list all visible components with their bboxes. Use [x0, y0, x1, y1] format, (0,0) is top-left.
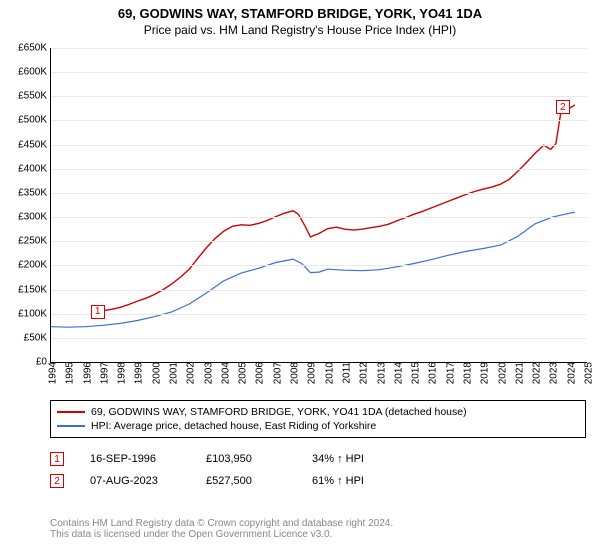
series-price_paid: [98, 105, 575, 312]
x-axis-label: 1996: [78, 362, 93, 384]
gridline: [51, 338, 587, 339]
x-axis-label: 1995: [61, 362, 76, 384]
y-axis-label: £50K: [24, 332, 51, 343]
chart-marker-1: 1: [91, 305, 105, 319]
gridline: [51, 193, 587, 194]
x-axis-label: 2013: [372, 362, 387, 384]
y-axis-label: £350K: [18, 187, 51, 198]
x-axis-label: 2003: [199, 362, 214, 384]
x-axis-label: 1997: [95, 362, 110, 384]
y-axis-label: £300K: [18, 212, 51, 223]
x-axis-label: 2018: [458, 362, 473, 384]
event-row: 2 07-AUG-2023 £527,500 61% ↑ HPI: [50, 474, 364, 488]
event-date: 07-AUG-2023: [90, 475, 180, 487]
gridline: [51, 96, 587, 97]
gridline: [51, 265, 587, 266]
x-axis-label: 2025: [580, 362, 595, 384]
y-axis-label: £600K: [18, 67, 51, 78]
x-axis-label: 2016: [424, 362, 439, 384]
legend-label: 69, GODWINS WAY, STAMFORD BRIDGE, YORK, …: [91, 406, 467, 418]
event-date: 16-SEP-1996: [90, 453, 180, 465]
x-axis-label: 2001: [165, 362, 180, 384]
chart-plot-area: £0£50K£100K£150K£200K£250K£300K£350K£400…: [50, 48, 587, 363]
chart-subtitle: Price paid vs. HM Land Registry's House …: [0, 23, 600, 37]
gridline: [51, 169, 587, 170]
footer-line-2: This data is licensed under the Open Gov…: [50, 529, 393, 540]
x-axis-label: 2012: [355, 362, 370, 384]
y-axis-label: £100K: [18, 308, 51, 319]
x-axis-label: 2023: [545, 362, 560, 384]
x-axis-label: 1994: [44, 362, 59, 384]
legend-item: HPI: Average price, detached house, East…: [57, 419, 579, 433]
event-row: 1 16-SEP-1996 £103,950 34% ↑ HPI: [50, 452, 364, 466]
x-axis-label: 2011: [337, 362, 352, 384]
x-axis-label: 2007: [268, 362, 283, 384]
y-axis-label: £500K: [18, 115, 51, 126]
x-axis-label: 1999: [130, 362, 145, 384]
event-marker: 2: [50, 474, 64, 488]
x-axis-label: 2021: [510, 362, 525, 384]
y-axis-label: £400K: [18, 163, 51, 174]
event-list: 1 16-SEP-1996 £103,950 34% ↑ HPI 2 07-AUG-202…: [50, 452, 364, 496]
y-axis-label: £150K: [18, 284, 51, 295]
x-axis-label: 2002: [182, 362, 197, 384]
gridline: [51, 48, 587, 49]
x-axis-label: 2005: [234, 362, 249, 384]
y-axis-label: £650K: [18, 43, 51, 54]
event-price: £527,500: [206, 475, 286, 487]
y-axis-label: £200K: [18, 260, 51, 271]
x-axis-label: 2020: [493, 362, 508, 384]
x-axis-label: 2004: [216, 362, 231, 384]
x-axis-label: 2008: [286, 362, 301, 384]
gridline: [51, 290, 587, 291]
legend-label: HPI: Average price, detached house, East…: [91, 420, 376, 432]
gridline: [51, 72, 587, 73]
x-axis-label: 2014: [389, 362, 404, 384]
x-axis-label: 1998: [113, 362, 128, 384]
gridline: [51, 241, 587, 242]
legend-swatch: [57, 411, 85, 413]
gridline: [51, 314, 587, 315]
chart-marker-2: 2: [556, 100, 570, 114]
x-axis-label: 2015: [407, 362, 422, 384]
footer: Contains HM Land Registry data © Crown c…: [50, 518, 393, 540]
x-axis-label: 2022: [528, 362, 543, 384]
x-axis-label: 2024: [562, 362, 577, 384]
gridline: [51, 217, 587, 218]
gridline: [51, 120, 587, 121]
legend-item: 69, GODWINS WAY, STAMFORD BRIDGE, YORK, …: [57, 405, 579, 419]
chart-title: 69, GODWINS WAY, STAMFORD BRIDGE, YORK, …: [0, 6, 600, 21]
chart-lines: [51, 48, 587, 362]
event-pct: 34% ↑ HPI: [312, 453, 364, 465]
y-axis-label: £250K: [18, 236, 51, 247]
event-price: £103,950: [206, 453, 286, 465]
x-axis-label: 2009: [303, 362, 318, 384]
gridline: [51, 145, 587, 146]
x-axis-label: 2017: [441, 362, 456, 384]
legend-swatch: [57, 425, 85, 427]
footer-line-1: Contains HM Land Registry data © Crown c…: [50, 518, 393, 529]
event-marker: 1: [50, 452, 64, 466]
x-axis-label: 2019: [476, 362, 491, 384]
event-pct: 61% ↑ HPI: [312, 475, 364, 487]
x-axis-label: 2006: [251, 362, 266, 384]
series-hpi: [51, 212, 575, 327]
x-axis-label: 2010: [320, 362, 335, 384]
y-axis-label: £450K: [18, 139, 51, 150]
x-axis-label: 2000: [147, 362, 162, 384]
legend: 69, GODWINS WAY, STAMFORD BRIDGE, YORK, …: [50, 400, 586, 438]
y-axis-label: £550K: [18, 91, 51, 102]
